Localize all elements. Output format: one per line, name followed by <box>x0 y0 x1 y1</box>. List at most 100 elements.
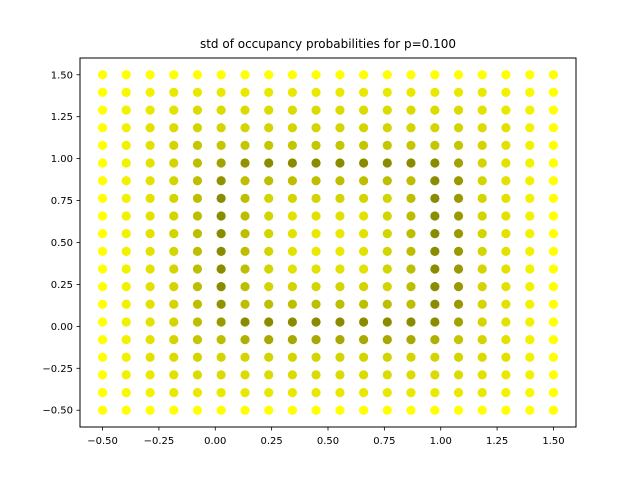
scatter-point <box>287 282 297 292</box>
scatter-point <box>525 405 535 415</box>
scatter-point <box>311 211 321 221</box>
scatter-point <box>335 335 345 345</box>
scatter-point <box>240 335 250 345</box>
scatter-point <box>501 158 511 168</box>
scatter-point <box>169 264 179 274</box>
chart-title: std of occupancy probabilities for p=0.1… <box>200 37 456 51</box>
scatter-point <box>287 140 297 150</box>
scatter-point <box>311 282 321 292</box>
x-tick-label: 0.00 <box>204 436 226 447</box>
scatter-point <box>145 211 155 221</box>
scatter-point <box>335 317 345 327</box>
scatter-point <box>477 282 487 292</box>
scatter-point <box>169 105 179 115</box>
scatter-point <box>406 246 416 256</box>
scatter-point <box>287 370 297 380</box>
scatter-point <box>406 405 416 415</box>
scatter-point <box>121 246 131 256</box>
scatter-point <box>216 211 226 221</box>
scatter-point <box>335 123 345 133</box>
scatter-point <box>121 264 131 274</box>
scatter-point <box>477 70 487 80</box>
scatter-point <box>430 282 440 292</box>
scatter-point <box>382 335 392 345</box>
scatter-point <box>453 176 464 186</box>
scatter-point <box>216 70 226 80</box>
scatter-point <box>264 246 274 256</box>
scatter-point <box>430 211 440 221</box>
scatter-point <box>216 176 226 186</box>
scatter-point <box>406 70 416 80</box>
y-tick-label: 1.50 <box>51 70 73 81</box>
scatter-point <box>359 140 369 150</box>
scatter-point <box>453 388 464 398</box>
scatter-point <box>311 370 321 380</box>
scatter-point <box>453 370 464 380</box>
scatter-point <box>382 352 392 362</box>
scatter-point <box>335 370 345 380</box>
scatter-point <box>382 229 392 239</box>
scatter-point <box>121 70 131 80</box>
scatter-point <box>453 193 464 203</box>
scatter-point <box>477 176 487 186</box>
scatter-point <box>145 405 155 415</box>
scatter-point <box>525 123 535 133</box>
scatter-point <box>359 70 369 80</box>
scatter-point <box>525 105 535 115</box>
scatter-point <box>264 70 274 80</box>
scatter-point <box>548 211 559 221</box>
scatter-point <box>525 370 535 380</box>
scatter-point <box>287 87 297 97</box>
scatter-point <box>311 158 321 168</box>
scatter-point <box>359 264 369 274</box>
scatter-point <box>453 352 464 362</box>
scatter-point <box>264 140 274 150</box>
scatter-point <box>169 176 179 186</box>
scatter-point <box>525 282 535 292</box>
scatter-point <box>477 158 487 168</box>
scatter-point <box>169 193 179 203</box>
scatter-point <box>97 193 108 203</box>
scatter-point <box>382 176 392 186</box>
scatter-point <box>240 370 250 380</box>
scatter-point <box>97 388 108 398</box>
scatter-point <box>311 317 321 327</box>
scatter-point <box>97 264 108 274</box>
scatter-point <box>287 388 297 398</box>
scatter-point <box>335 388 345 398</box>
scatter-point <box>169 140 179 150</box>
scatter-point <box>453 70 464 80</box>
scatter-point <box>453 229 464 239</box>
scatter-point <box>216 335 226 345</box>
scatter-point <box>121 87 131 97</box>
scatter-point <box>430 370 440 380</box>
x-tick-label: 1.50 <box>542 436 564 447</box>
scatter-point <box>169 87 179 97</box>
scatter-point <box>406 176 416 186</box>
scatter-point <box>453 246 464 256</box>
scatter-point <box>359 282 369 292</box>
scatter-point <box>335 405 345 415</box>
scatter-point <box>216 246 226 256</box>
x-tick-label: 0.75 <box>373 436 395 447</box>
scatter-point <box>548 352 559 362</box>
scatter-point <box>548 140 559 150</box>
scatter-point <box>192 335 203 345</box>
scatter-point <box>359 193 369 203</box>
scatter-point <box>382 105 392 115</box>
scatter-point <box>264 264 274 274</box>
scatter-point <box>430 246 440 256</box>
scatter-point <box>264 158 274 168</box>
scatter-point <box>145 193 155 203</box>
scatter-point <box>287 352 297 362</box>
scatter-point <box>287 229 297 239</box>
scatter-point <box>97 70 108 80</box>
scatter-point <box>430 193 440 203</box>
scatter-point <box>359 211 369 221</box>
scatter-point <box>501 352 511 362</box>
scatter-point <box>525 176 535 186</box>
scatter-point <box>335 352 345 362</box>
scatter-point <box>501 123 511 133</box>
scatter-point <box>548 246 559 256</box>
scatter-point <box>406 299 416 309</box>
